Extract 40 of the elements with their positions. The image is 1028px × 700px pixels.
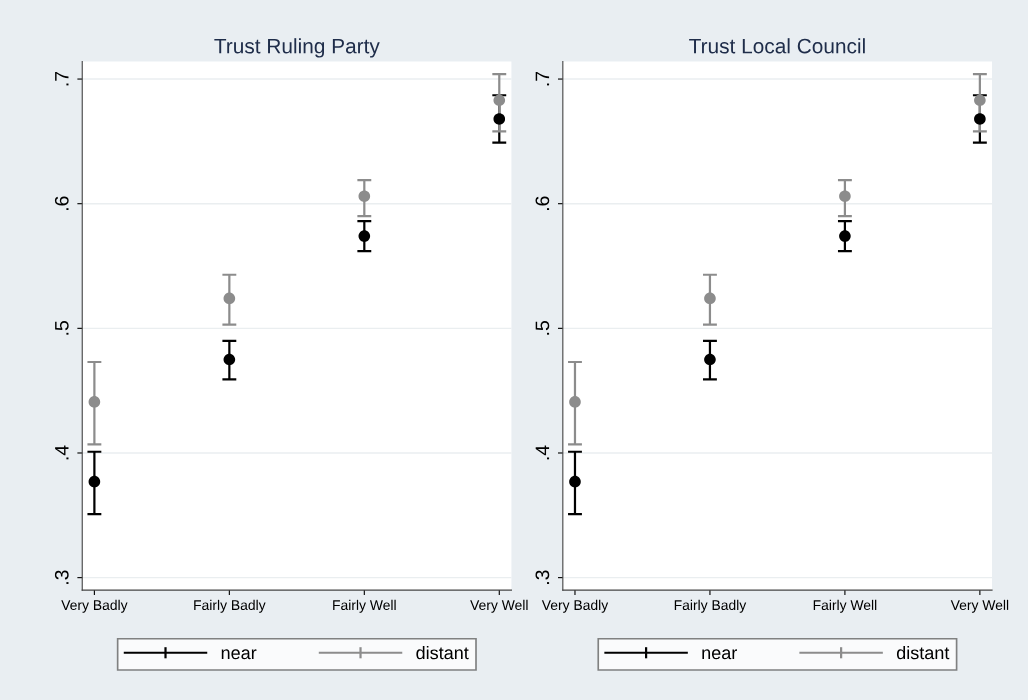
y-tick-label: .5: [535, 321, 550, 335]
y-tick-label: .7: [535, 71, 550, 86]
point: [569, 396, 581, 408]
y-tick-label: .7: [55, 71, 69, 86]
x-tick-label: Fairly Well: [813, 599, 877, 613]
legend-label: near: [702, 649, 737, 660]
y-tick-label: .6: [535, 196, 550, 211]
y-tick-label: .4: [55, 445, 69, 460]
point: [88, 396, 101, 408]
legend-label: distant: [896, 645, 950, 660]
x-tick-label: Very Badly: [61, 599, 128, 613]
x-tick-label: Very Badly: [541, 599, 609, 613]
point: [974, 113, 986, 125]
point: [493, 94, 506, 107]
point: [839, 230, 851, 242]
point: [223, 353, 236, 366]
x-tick-label: Very Well: [950, 599, 1009, 613]
x-tick-label: Fairly Badly: [194, 599, 266, 613]
x-tick-label: Very Well: [470, 599, 528, 613]
chart-title: Trust Local Council: [689, 38, 865, 54]
point: [88, 475, 101, 488]
legend-label: near: [221, 649, 257, 660]
point: [223, 292, 236, 305]
point: [839, 190, 851, 203]
y-tick-label: .6: [54, 196, 69, 211]
point: [569, 475, 581, 488]
y-tick-label: .3: [54, 570, 69, 584]
y-tick-label: .5: [55, 321, 69, 335]
point: [704, 292, 716, 305]
point: [358, 190, 371, 203]
point: [974, 94, 986, 107]
point: [358, 230, 371, 242]
y-tick-label: .4: [535, 445, 550, 460]
x-tick-label: Fairly Well: [333, 599, 396, 613]
chart-title: Trust Ruling Party: [214, 38, 380, 58]
legend-label: distant: [416, 645, 469, 660]
y-tick-label: .3: [535, 570, 550, 584]
point: [704, 353, 716, 366]
point: [493, 113, 506, 125]
x-tick-label: Fairly Badly: [674, 599, 747, 613]
